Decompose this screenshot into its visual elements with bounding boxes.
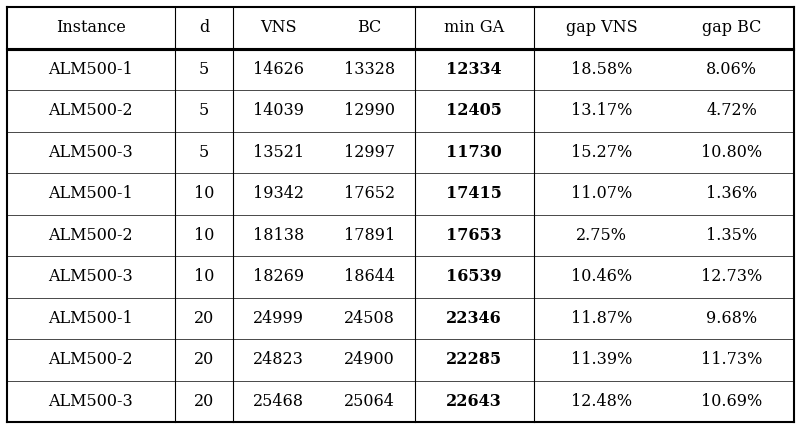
Text: 25468: 25468 (253, 393, 304, 410)
Text: 10: 10 (194, 268, 214, 285)
Text: 17653: 17653 (446, 227, 502, 244)
Text: 20: 20 (194, 310, 214, 327)
Text: 12.73%: 12.73% (701, 268, 763, 285)
Text: 10.46%: 10.46% (571, 268, 632, 285)
Text: gap BC: gap BC (702, 19, 762, 36)
Text: 14626: 14626 (253, 61, 304, 78)
Text: 5: 5 (199, 144, 209, 161)
Text: ALM500-2: ALM500-2 (49, 102, 133, 119)
Text: 17652: 17652 (344, 185, 395, 202)
Text: 25064: 25064 (344, 393, 395, 410)
Text: 12334: 12334 (446, 61, 502, 78)
Text: 22643: 22643 (446, 393, 502, 410)
Text: ALM500-2: ALM500-2 (49, 351, 133, 368)
Text: 24900: 24900 (344, 351, 395, 368)
Text: 5: 5 (199, 102, 209, 119)
Text: 24508: 24508 (344, 310, 395, 327)
Text: 20: 20 (194, 393, 214, 410)
Text: 16539: 16539 (446, 268, 502, 285)
Text: VNS: VNS (260, 19, 297, 36)
Text: 18138: 18138 (253, 227, 304, 244)
Text: 1.35%: 1.35% (706, 227, 757, 244)
Text: 17891: 17891 (344, 227, 395, 244)
Text: ALM500-3: ALM500-3 (48, 144, 133, 161)
Text: 12.48%: 12.48% (571, 393, 632, 410)
Text: 14039: 14039 (253, 102, 304, 119)
Text: 20: 20 (194, 351, 214, 368)
Text: 11730: 11730 (446, 144, 502, 161)
Text: 11.87%: 11.87% (571, 310, 632, 327)
Text: 12405: 12405 (446, 102, 502, 119)
Text: 10: 10 (194, 185, 214, 202)
Text: 12997: 12997 (344, 144, 395, 161)
Text: 24999: 24999 (253, 310, 304, 327)
Text: 9.68%: 9.68% (706, 310, 757, 327)
Text: 19342: 19342 (253, 185, 304, 202)
Text: ALM500-1: ALM500-1 (48, 61, 133, 78)
Text: 13328: 13328 (344, 61, 395, 78)
Text: ALM500-1: ALM500-1 (48, 185, 133, 202)
Text: 13521: 13521 (253, 144, 304, 161)
Text: 18644: 18644 (344, 268, 395, 285)
Text: gap VNS: gap VNS (566, 19, 638, 36)
Text: ALM500-3: ALM500-3 (48, 268, 133, 285)
Text: BC: BC (357, 19, 381, 36)
Text: d: d (199, 19, 209, 36)
Text: 17415: 17415 (446, 185, 502, 202)
Text: ALM500-2: ALM500-2 (49, 227, 133, 244)
Text: 24823: 24823 (253, 351, 304, 368)
Text: 11.73%: 11.73% (701, 351, 763, 368)
Text: ALM500-1: ALM500-1 (48, 310, 133, 327)
Text: Instance: Instance (56, 19, 126, 36)
Text: 11.07%: 11.07% (571, 185, 632, 202)
Text: 1.36%: 1.36% (706, 185, 757, 202)
Text: 8.06%: 8.06% (706, 61, 757, 78)
Text: 18.58%: 18.58% (571, 61, 632, 78)
Text: 10.80%: 10.80% (701, 144, 763, 161)
Text: 10.69%: 10.69% (701, 393, 763, 410)
Text: 12990: 12990 (344, 102, 395, 119)
Text: 5: 5 (199, 61, 209, 78)
Text: 2.75%: 2.75% (576, 227, 627, 244)
Text: 10: 10 (194, 227, 214, 244)
Text: 22285: 22285 (446, 351, 502, 368)
Text: 15.27%: 15.27% (571, 144, 632, 161)
Text: 18269: 18269 (253, 268, 304, 285)
Text: min GA: min GA (444, 19, 504, 36)
Text: 22346: 22346 (446, 310, 502, 327)
Text: 11.39%: 11.39% (571, 351, 632, 368)
Text: 4.72%: 4.72% (706, 102, 757, 119)
Text: ALM500-3: ALM500-3 (48, 393, 133, 410)
Text: 13.17%: 13.17% (571, 102, 632, 119)
